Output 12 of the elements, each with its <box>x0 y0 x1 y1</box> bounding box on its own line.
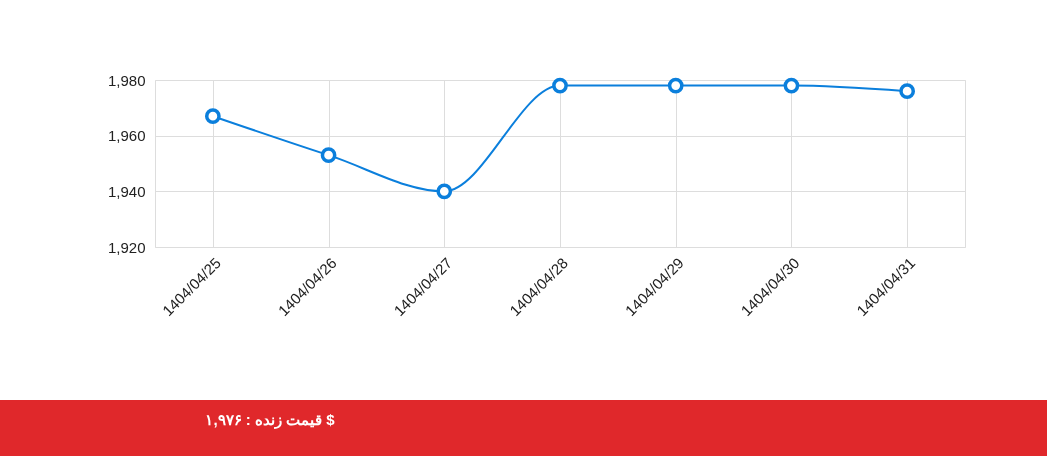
point <box>783 77 800 94</box>
point <box>552 77 568 94</box>
y-tick-label: 1,940 <box>107 182 146 200</box>
y-tick-label: 1,980 <box>107 71 146 89</box>
y-tick-label: 1,920 <box>107 238 146 256</box>
point <box>899 83 916 99</box>
point <box>204 108 221 125</box>
text: قیمت زنده : ۱,۹۷۶ $ <box>205 411 336 429</box>
point <box>320 147 337 164</box>
point <box>667 77 684 94</box>
y-tick-label: 1,960 <box>107 127 146 145</box>
point <box>436 183 453 200</box>
